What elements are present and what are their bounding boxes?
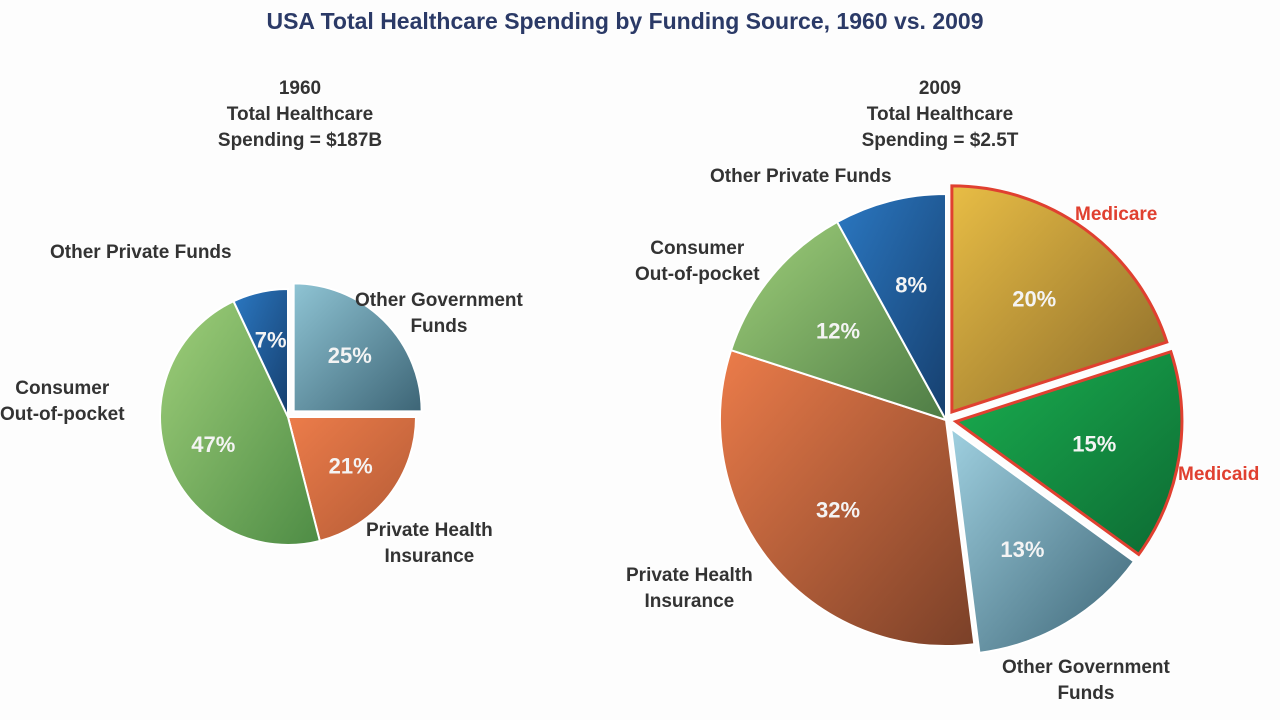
pie-slice-other-private-funds [835,192,947,421]
subtitle-line: 1960 [278,78,322,99]
pie-slice-consumer-out-of-pocket [159,299,322,546]
label-line: Private Health [626,565,753,586]
label-2009-medicare: Medicare [1075,204,1158,225]
subtitle-line: 2009 [918,78,962,99]
pie-slice-medicaid [952,349,1184,557]
pie-slice-consumer-out-of-pocket [729,220,949,422]
label-1960-other-gov: Other Government Funds [355,288,523,340]
label-line: Out-of-pocket [635,264,760,285]
subtitle-line: Total Healthcare [866,104,1014,125]
subtitle-2009: 2009 Total Healthcare Spending = $2.5T [830,76,1050,154]
slice-percent-label: 21% [329,454,373,479]
label-2009-other-gov: Other Government Funds [1002,655,1170,707]
pie-slice-private-health-insurance [286,416,418,543]
label-line: Insurance [644,591,735,612]
subtitle-1960: 1960 Total Healthcare Spending = $187B [190,76,410,154]
slice-percent-label: 20% [1012,287,1056,312]
slice-percent-label: 12% [816,319,860,344]
pie-slice-other-government-funds [292,282,423,413]
label-2009-private-ins: Private Health Insurance [626,563,753,615]
slice-percent-label: 13% [1000,537,1044,562]
label-1960-consumer: Consumer Out-of-pocket [0,376,125,428]
label-line: Funds [410,316,468,337]
chart-title: USA Total Healthcare Spending by Funding… [266,8,984,34]
label-line: Consumer [650,238,745,259]
label-2009-medicaid: Medicaid [1178,464,1260,485]
label-line: Funds [1057,683,1115,704]
slice-percent-label: 8% [895,272,927,297]
label-1960-other-private: Other Private Funds [50,242,232,263]
label-2009-consumer: Consumer Out-of-pocket [635,236,760,288]
slice-percent-label: 7% [255,328,287,353]
pie-slice-medicare [950,184,1169,414]
subtitle-line: Spending = $2.5T [861,130,1019,151]
label-line: Other Government [355,290,523,311]
subtitle-line: Total Healthcare [226,104,374,125]
label-line: Private Health [366,520,493,541]
label-line: Other Government [1002,657,1170,678]
pie-slice-other-government-funds [949,426,1136,654]
slice-percent-label: 47% [191,432,235,457]
label-line: Consumer [15,378,110,399]
label-line: Out-of-pocket [0,404,125,425]
slice-percent-label: 15% [1072,431,1116,456]
subtitle-line: Spending = $187B [217,130,383,151]
slice-percent-label: 32% [816,497,860,522]
label-1960-private-ins: Private Health Insurance [366,518,493,570]
pie-slice-other-private-funds [232,287,289,418]
label-line: Insurance [384,546,475,567]
pie-slice-private-health-insurance [719,348,976,647]
slice-percent-label: 25% [328,343,372,368]
label-2009-other-private: Other Private Funds [710,166,892,187]
